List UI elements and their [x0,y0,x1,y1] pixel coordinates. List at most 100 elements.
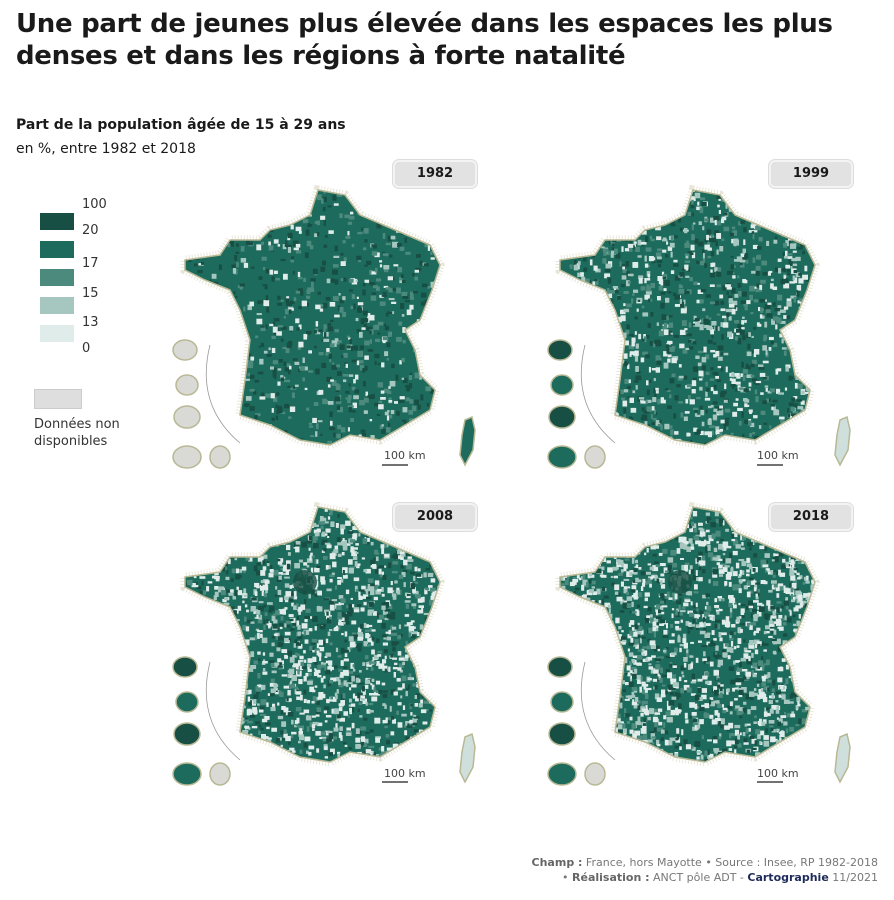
commune-cell [787,215,791,220]
commune-cell [382,623,386,629]
commune-cell [622,332,627,339]
commune-cell [263,619,266,625]
commune-cell [246,619,253,624]
commune-cell [247,720,253,724]
commune-cell [569,282,574,285]
commune-cell [272,367,277,374]
commune-cell [755,380,762,384]
commune-cell [407,677,413,681]
commune-cell [669,394,672,399]
commune-cell [623,308,630,313]
commune-cell [742,570,745,575]
commune-cell [603,329,607,332]
commune-cell [272,326,278,333]
commune-cell [663,322,668,329]
commune-cell [256,513,262,517]
commune-cell [397,702,402,706]
commune-cell [232,676,238,681]
commune-cell [634,222,639,227]
commune-cell [430,281,435,288]
commune-cell [672,674,676,678]
commune-cell [810,306,814,311]
commune-cell [639,193,643,197]
commune-cell [265,324,268,329]
commune-cell [194,518,198,525]
commune-cell [715,325,718,332]
commune-cell [801,364,807,367]
commune-cell [428,640,431,646]
commune-cell [784,203,789,206]
commune-cell [247,754,252,760]
commune-cell [726,291,729,295]
commune-cell [647,578,652,585]
commune-cell [439,702,440,707]
commune-cell [419,624,424,630]
commune-cell [255,517,260,521]
commune-cell [783,283,790,289]
commune-cell [711,334,714,339]
commune-cell [339,344,345,350]
commune-cell [323,219,326,226]
commune-cell [705,294,711,298]
commune-cell [421,328,427,332]
commune-cell [664,423,670,430]
commune-cell [674,304,681,307]
commune-cell [754,349,760,355]
commune-cell [343,277,347,282]
commune-cell [719,294,724,299]
commune-cell [308,547,311,551]
commune-cell [271,670,277,674]
commune-cell [587,346,594,352]
commune-cell [612,349,617,354]
commune-cell [387,747,393,751]
commune-cell [203,635,209,638]
commune-cell [795,534,800,541]
commune-cell [217,313,223,318]
commune-cell [814,410,815,413]
commune-cell [722,545,727,551]
commune-cell [646,399,652,403]
corsica [459,732,476,784]
commune-cell [646,406,653,412]
commune-cell [378,508,383,512]
commune-cell [304,736,311,742]
commune-cell [263,267,266,271]
commune-cell [783,315,787,319]
commune-cell [227,627,232,633]
commune-cell [666,390,671,393]
commune-cell [785,366,789,372]
commune-cell [353,303,356,310]
commune-cell [202,567,205,570]
commune-cell [629,397,634,403]
commune-cell [342,544,348,549]
commune-cell [737,275,740,279]
commune-cell [374,360,377,365]
commune-cell [328,660,333,666]
commune-cell [643,410,649,414]
commune-cell [413,211,418,217]
commune-cell [608,292,613,298]
commune-cell [349,641,356,648]
commune-cell [415,594,421,599]
commune-cell [215,736,218,741]
commune-cell [229,348,235,354]
commune-cell [253,565,258,572]
commune-cell [307,331,310,336]
commune-cell [398,575,404,579]
commune-cell [200,289,205,294]
commune-cell [721,334,724,340]
commune-cell [769,203,775,208]
commune-cell [386,415,390,421]
commune-cell [766,240,770,246]
commune-cell [324,656,328,658]
commune-cell [209,738,213,744]
commune-cell [307,658,313,663]
commune-cell [360,607,365,612]
commune-cell [622,519,627,525]
commune-cell [433,210,438,215]
commune-cell [676,384,681,388]
commune-cell [196,747,201,752]
commune-cell [760,279,766,284]
map-1982 [172,184,476,469]
commune-cell [193,229,196,232]
